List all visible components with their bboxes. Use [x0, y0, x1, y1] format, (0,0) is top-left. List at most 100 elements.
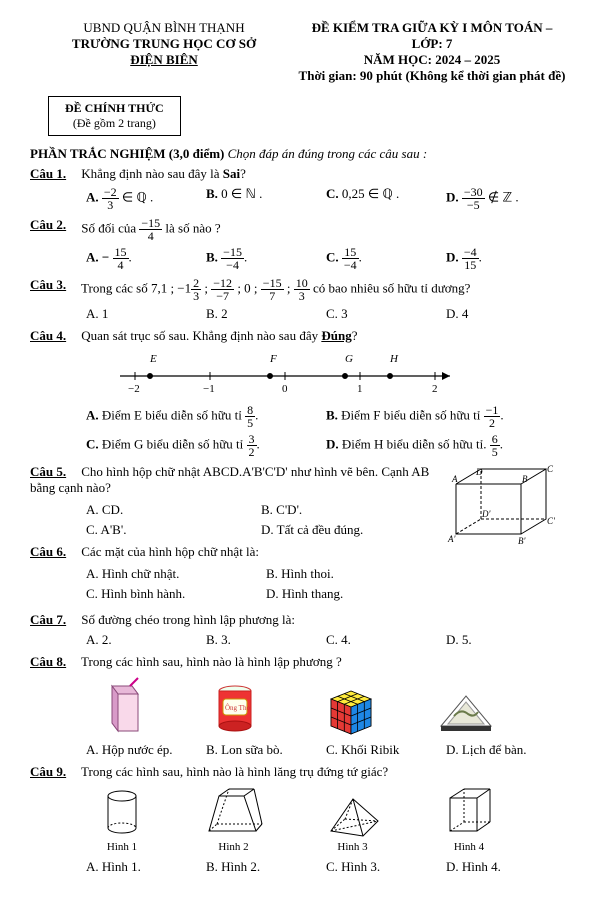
svg-text:D: D	[475, 467, 483, 477]
q3-opt-d: D. 4	[446, 306, 566, 322]
q8-options: A. Hộp nước ép. B. Lon sữa bò. C. Khối R…	[86, 742, 566, 758]
svg-text:A: A	[451, 474, 458, 484]
q2-text1: Số đối của	[81, 220, 139, 235]
q9-opt-b: B. Hình 2.	[206, 859, 326, 875]
svg-text:C': C'	[547, 516, 556, 526]
q6-opt-a: A. Hình chữ nhật.	[86, 566, 266, 582]
badge-line2: (Đề gồm 2 trang)	[65, 116, 164, 131]
svg-text:1: 1	[357, 383, 363, 395]
q4-opt-b: B. Điểm F biểu diễn số hữu tỉ −12.	[326, 404, 566, 429]
q1-label: Câu 1.	[30, 166, 78, 182]
q9-opt-a: A. Hình 1.	[86, 859, 206, 875]
q5-label: Câu 5.	[30, 464, 78, 480]
svg-text:−1: −1	[203, 383, 215, 395]
q4-opt-a: A.A. Điểm E biểu diễn số hữu tỉ Điểm E b…	[86, 404, 326, 429]
q7-opt-d: D. 5.	[446, 632, 566, 648]
svg-text:C: C	[547, 464, 554, 474]
question-2: Câu 2. Số đối của −154 là số nào ?	[30, 217, 566, 242]
q8-opt-a: A. Hộp nước ép.	[86, 742, 206, 758]
q9-opt-c: C. Hình 3.	[326, 859, 446, 875]
mc-section-title: PHẦN TRẮC NGHIỆM (3,0 điểm) Chọn đáp án …	[30, 146, 566, 162]
question-8: Câu 8. Trong các hình sau, hình nào là h…	[30, 654, 566, 670]
q1-opt-d: D. −30−5 ∉ ℤ .	[446, 186, 566, 211]
q2-opt-d: D. −415.	[446, 246, 566, 271]
svg-text:F: F	[269, 353, 277, 365]
svg-text:H: H	[389, 353, 399, 365]
badge-line1: ĐỀ CHÍNH THỨC	[65, 101, 164, 116]
q1-options: A. −23 ∈ ℚ . B.B. 0 ∈ ℕ . 0 ∈ ℕ . C. 0,2…	[86, 186, 566, 211]
q3-opt-c: C. 3	[326, 306, 446, 322]
number-line: E F G H −2 −1 0 1 2	[110, 350, 566, 396]
q1-sai: Sai	[223, 166, 240, 181]
q8-opt-c: C. Khối Ribik	[326, 742, 446, 758]
calendar-icon	[436, 686, 496, 736]
q1-opt-a: A. −23 ∈ ℚ .	[86, 186, 206, 211]
q8-opt-b: B. Lon sữa bò.	[206, 742, 326, 758]
q7-opt-a: A. 2.	[86, 632, 206, 648]
header: UBND QUẬN BÌNH THẠNH TRƯỜNG TRUNG HỌC CƠ…	[30, 20, 566, 84]
q3-opt-b: B. 2	[206, 306, 326, 322]
q1-opt-b: B.B. 0 ∈ ℕ . 0 ∈ ℕ .	[206, 186, 326, 211]
year: NĂM HỌC: 2024 – 2025	[298, 52, 566, 68]
q9-opt-d: D. Hình 4.	[446, 859, 566, 875]
q8-text: Trong các hình sau, hình nào là hình lập…	[81, 654, 342, 669]
q7-text: Số đường chéo trong hình lập phương là:	[81, 612, 295, 627]
q7-label: Câu 7.	[30, 612, 78, 628]
svg-text:E: E	[149, 353, 157, 365]
q8-label: Câu 8.	[30, 654, 78, 670]
q7-opt-c: C. 4.	[326, 632, 446, 648]
q8-opt-d: D. Lịch để bàn.	[446, 742, 566, 758]
q4-options: A.A. Điểm E biểu diễn số hữu tỉ Điểm E b…	[86, 402, 566, 460]
question-7: Câu 7. Số đường chéo trong hình lập phươ…	[30, 612, 566, 628]
shape-prism-trapezoid: Hình 2	[204, 786, 264, 853]
svg-text:−2: −2	[128, 383, 140, 395]
school-line2: ĐIỆN BIÊN	[30, 52, 298, 68]
q6-opt-d: D. Hình thang.	[266, 586, 446, 602]
q9-text: Trong các hình sau, hình nào là hình lăn…	[81, 764, 388, 779]
q6-text: Các mặt của hình hộp chữ nhật là:	[81, 544, 259, 559]
svg-text:A': A'	[447, 534, 456, 544]
q4-opt-d: D. Điểm H biểu diễn số hữu tỉ. 65.	[326, 433, 566, 458]
svg-text:B': B'	[518, 536, 526, 546]
q2-options: A. − 154. B. −15−4. C. 15−4. D. −415.	[86, 246, 566, 271]
question-4: Câu 4. Quan sát trục số sau. Khẳng định …	[30, 328, 566, 344]
q5-opt-d: D. Tất cả đều đúng.	[261, 522, 436, 538]
question-9: Câu 9. Trong các hình sau, hình nào là h…	[30, 764, 566, 780]
q9-images: Hình 1 Hình 2 Hình 3 Hình 4	[70, 786, 526, 853]
q2-label: Câu 2.	[30, 217, 78, 233]
q5-opt-c: C. A'B'.	[86, 522, 261, 538]
q5-opt-a: A. CD.	[86, 502, 261, 518]
q2-text2: là số nào ?	[165, 220, 220, 235]
q6-label: Câu 6.	[30, 544, 78, 560]
q9-label: Câu 9.	[30, 764, 78, 780]
duration: Thời gian: 90 phút (Không kể thời gian p…	[298, 68, 566, 84]
question-3: Câu 3. Trong các số 7,1 ; −123 ; −12−7 ;…	[30, 277, 566, 302]
svg-text:G: G	[345, 353, 353, 365]
q2-opt-c: C. 15−4.	[326, 246, 446, 271]
question-1: Câu 1. Khẳng định nào sau đây là Sai?	[30, 166, 566, 182]
svg-text:2: 2	[432, 383, 438, 395]
shape-pyramid: Hình 3	[323, 791, 383, 853]
q7-opt-b: B. 3.	[206, 632, 326, 648]
shape-cylinder: Hình 1	[100, 786, 145, 853]
q9-options: A. Hình 1. B. Hình 2. C. Hình 3. D. Hình…	[86, 859, 566, 875]
q6-opt-b: B. Hình thoi.	[266, 566, 446, 582]
shape-prism-triangle: Hình 4	[442, 786, 497, 853]
q2-opt-b: B. −15−4.	[206, 246, 326, 271]
q1-qm: ?	[240, 166, 246, 181]
rubik-cube-icon	[321, 681, 376, 736]
juice-box-icon	[100, 676, 150, 736]
q3-options: A. 1 B. 2 C. 3 D. 4	[86, 306, 566, 322]
cuboid-figure: A B C D A' B' C' D'	[446, 464, 556, 549]
milk-can-icon: Ông Thọ	[210, 681, 260, 736]
q8-images: Ông Thọ	[70, 676, 526, 736]
q6-opt-c: C. Hình bình hành.	[86, 586, 266, 602]
svg-text:Ông Thọ: Ông Thọ	[225, 704, 250, 712]
mc-title: PHẦN TRẮC NGHIỆM (3,0 điểm)	[30, 146, 224, 161]
svg-text:B: B	[522, 474, 528, 484]
q5-options: A. CD. B. C'D'. C. A'B'. D. Tất cả đều đ…	[86, 500, 436, 540]
q6-options: A. Hình chữ nhật. B. Hình thoi. C. Hình …	[86, 564, 446, 604]
q4-label: Câu 4.	[30, 328, 78, 344]
official-badge: ĐỀ CHÍNH THỨC (Đề gồm 2 trang)	[48, 96, 181, 136]
q1-text: Khẳng định nào sau đây là	[81, 166, 223, 181]
